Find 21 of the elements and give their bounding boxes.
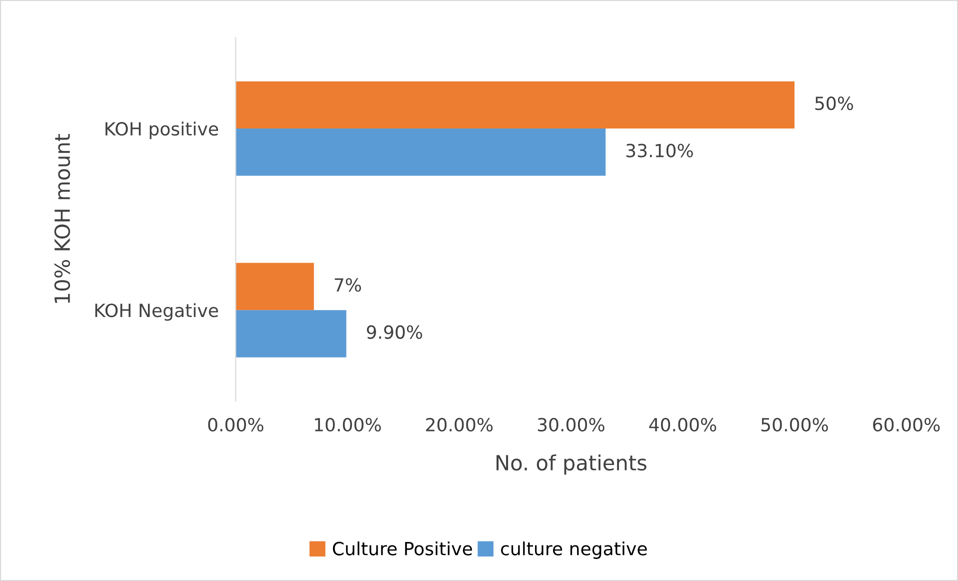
- x-tick-label: 10.00%: [314, 418, 381, 432]
- y-tick-label: KOH positive: [106, 122, 218, 140]
- x-tick-label: 60.00%: [873, 418, 940, 432]
- bar: [236, 81, 794, 129]
- y-tick-label: KOH Negative: [95, 303, 218, 321]
- legend-label: culture negative: [501, 541, 647, 559]
- data-label: 7%: [334, 278, 361, 292]
- x-axis-title: No. of patients: [496, 454, 646, 475]
- x-tick-label: 20.00%: [426, 418, 493, 432]
- x-tick-label: 40.00%: [649, 418, 716, 432]
- bar: [236, 128, 606, 176]
- legend-label: Culture Positive: [332, 541, 472, 556]
- data-label: 50%: [815, 96, 854, 110]
- x-tick-label: 30.00%: [538, 418, 604, 432]
- y-axis-title: 10% KOH mount: [54, 134, 70, 303]
- x-tick-label: 0.00%: [208, 418, 264, 432]
- x-tick-label: 50.00%: [761, 418, 828, 432]
- data-label: 33.10%: [626, 144, 693, 158]
- bar: [236, 262, 314, 310]
- bar: [236, 310, 346, 358]
- data-label: 9.90%: [366, 325, 422, 339]
